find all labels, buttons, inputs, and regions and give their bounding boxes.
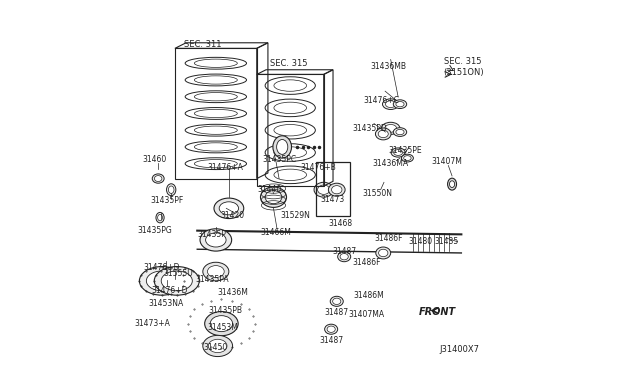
Text: 31450: 31450 bbox=[204, 343, 228, 352]
Text: 31473: 31473 bbox=[321, 195, 345, 203]
Ellipse shape bbox=[161, 271, 193, 291]
Text: 31435P: 31435P bbox=[198, 230, 227, 239]
Ellipse shape bbox=[396, 129, 404, 135]
Ellipse shape bbox=[273, 136, 291, 158]
Ellipse shape bbox=[205, 312, 238, 336]
Ellipse shape bbox=[317, 185, 330, 195]
Ellipse shape bbox=[203, 262, 229, 281]
Ellipse shape bbox=[166, 184, 176, 196]
Text: 31435PF: 31435PF bbox=[151, 196, 184, 205]
Ellipse shape bbox=[376, 247, 390, 259]
Ellipse shape bbox=[276, 140, 288, 154]
Text: 31435PA: 31435PA bbox=[195, 275, 229, 283]
Text: 31435PB: 31435PB bbox=[208, 306, 242, 315]
Ellipse shape bbox=[147, 271, 177, 291]
Text: 31486F: 31486F bbox=[352, 258, 381, 267]
Ellipse shape bbox=[211, 315, 232, 332]
Text: 31453NA: 31453NA bbox=[148, 299, 183, 308]
Ellipse shape bbox=[401, 154, 413, 162]
Text: 31436MB: 31436MB bbox=[371, 62, 407, 71]
Ellipse shape bbox=[394, 150, 403, 155]
Ellipse shape bbox=[338, 251, 351, 262]
Text: 31436M: 31436M bbox=[217, 288, 248, 296]
Text: 31460: 31460 bbox=[142, 155, 166, 164]
Ellipse shape bbox=[385, 101, 396, 108]
Ellipse shape bbox=[157, 214, 163, 221]
Ellipse shape bbox=[327, 326, 335, 333]
Text: 31436MA: 31436MA bbox=[372, 159, 409, 168]
Ellipse shape bbox=[381, 122, 400, 134]
Ellipse shape bbox=[340, 254, 348, 260]
Text: FRONT: FRONT bbox=[419, 308, 456, 317]
Text: 31480: 31480 bbox=[408, 237, 433, 246]
Text: 31476+D: 31476+D bbox=[143, 263, 180, 272]
Ellipse shape bbox=[394, 128, 406, 137]
Ellipse shape bbox=[449, 181, 454, 187]
Text: 31487: 31487 bbox=[332, 247, 356, 256]
Ellipse shape bbox=[391, 148, 405, 157]
Ellipse shape bbox=[209, 339, 227, 353]
Text: 31486M: 31486M bbox=[353, 291, 384, 300]
Text: 31435PD: 31435PD bbox=[353, 124, 388, 133]
Ellipse shape bbox=[200, 229, 232, 251]
Text: 31420: 31420 bbox=[221, 211, 244, 220]
Ellipse shape bbox=[328, 183, 345, 196]
Text: SEC. 315: SEC. 315 bbox=[269, 59, 307, 68]
Ellipse shape bbox=[205, 233, 226, 247]
Ellipse shape bbox=[265, 191, 282, 204]
Text: SEC. 315
(3151ON): SEC. 315 (3151ON) bbox=[443, 57, 484, 77]
Ellipse shape bbox=[383, 99, 399, 109]
Text: 31487: 31487 bbox=[319, 336, 343, 345]
Ellipse shape bbox=[214, 198, 244, 219]
Ellipse shape bbox=[447, 178, 456, 190]
Ellipse shape bbox=[154, 266, 199, 295]
Ellipse shape bbox=[394, 100, 406, 109]
Text: 31435PC: 31435PC bbox=[262, 155, 296, 164]
Ellipse shape bbox=[332, 186, 342, 194]
Ellipse shape bbox=[376, 128, 391, 140]
Text: 31453M: 31453M bbox=[208, 323, 239, 332]
Ellipse shape bbox=[203, 336, 232, 356]
Ellipse shape bbox=[324, 324, 338, 334]
Text: 31435PE: 31435PE bbox=[388, 146, 422, 155]
Text: 31476+D: 31476+D bbox=[151, 286, 188, 295]
Ellipse shape bbox=[333, 298, 341, 304]
Text: 31435: 31435 bbox=[435, 237, 459, 246]
Ellipse shape bbox=[404, 155, 411, 161]
Text: J31400X7: J31400X7 bbox=[440, 345, 479, 354]
Text: 31435PG: 31435PG bbox=[137, 226, 172, 235]
Ellipse shape bbox=[207, 266, 224, 278]
Text: 31486F: 31486F bbox=[374, 234, 403, 243]
Text: 31407M: 31407M bbox=[431, 157, 462, 166]
Ellipse shape bbox=[330, 296, 343, 307]
Text: 31476+C: 31476+C bbox=[364, 96, 399, 105]
Ellipse shape bbox=[385, 125, 397, 132]
Ellipse shape bbox=[156, 212, 164, 223]
Text: 31440: 31440 bbox=[258, 185, 282, 194]
Ellipse shape bbox=[379, 249, 388, 257]
Ellipse shape bbox=[154, 176, 162, 182]
Ellipse shape bbox=[168, 186, 174, 193]
Ellipse shape bbox=[396, 102, 404, 107]
Text: 31487: 31487 bbox=[324, 308, 349, 317]
Text: 31473+A: 31473+A bbox=[134, 319, 170, 328]
Text: SEC. 311: SEC. 311 bbox=[184, 40, 221, 49]
Text: 31407MA: 31407MA bbox=[348, 310, 385, 319]
Ellipse shape bbox=[140, 266, 184, 295]
Ellipse shape bbox=[260, 187, 287, 208]
Text: 31555U: 31555U bbox=[164, 269, 193, 278]
Text: 31476+B: 31476+B bbox=[300, 163, 336, 172]
Ellipse shape bbox=[314, 182, 333, 197]
Text: 31466M: 31466M bbox=[260, 228, 291, 237]
Text: 31468: 31468 bbox=[328, 219, 353, 228]
Ellipse shape bbox=[219, 202, 239, 215]
Text: 31550N: 31550N bbox=[363, 189, 393, 198]
Ellipse shape bbox=[378, 130, 388, 138]
Text: 31529N: 31529N bbox=[281, 211, 311, 220]
Text: 31476+A: 31476+A bbox=[207, 163, 243, 172]
Ellipse shape bbox=[152, 174, 164, 183]
